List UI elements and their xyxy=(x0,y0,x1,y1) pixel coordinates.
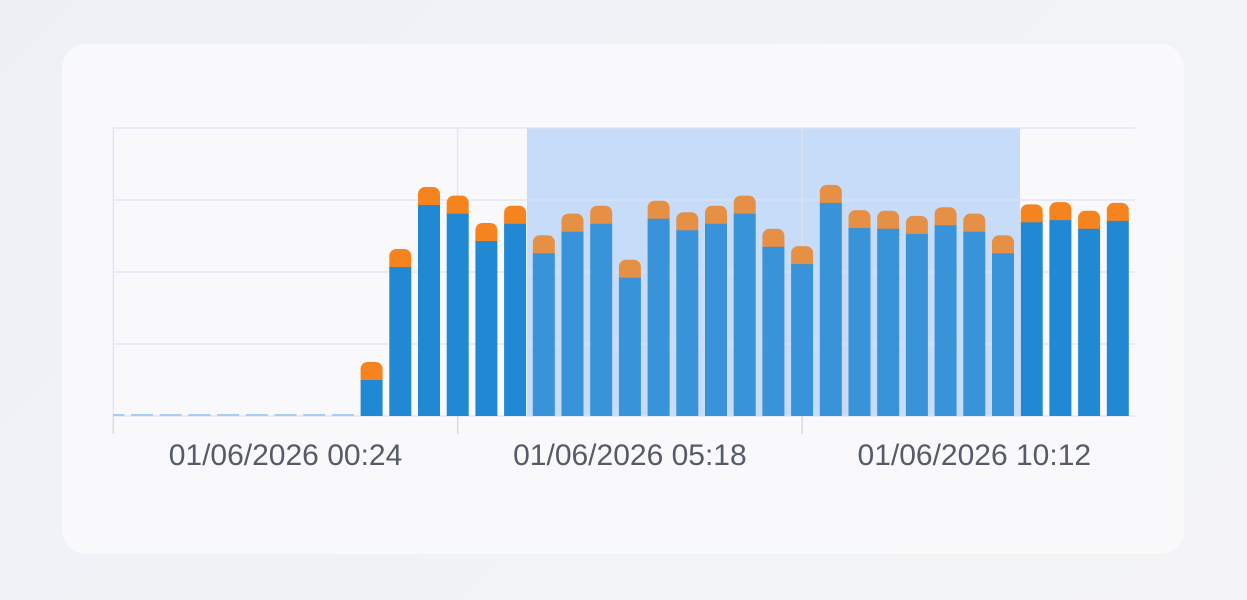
bar-segment xyxy=(618,277,641,416)
bar-segment xyxy=(331,414,354,416)
bar-segment xyxy=(1020,222,1043,416)
bar-segment xyxy=(1106,220,1129,416)
bar-segment xyxy=(217,414,240,416)
bar-segment xyxy=(848,228,871,416)
bar-segment xyxy=(532,253,555,416)
bar-segment xyxy=(963,231,986,416)
bar-segment xyxy=(877,228,900,416)
bar-segment xyxy=(360,380,383,416)
bar-segment xyxy=(992,253,1014,416)
bar-segment xyxy=(274,414,297,416)
bar-segment xyxy=(819,202,842,416)
bar-segment xyxy=(590,223,613,416)
bar-segment xyxy=(1049,220,1072,416)
bar-segment xyxy=(762,246,785,416)
bar-segment xyxy=(475,241,498,416)
bar-segment xyxy=(188,414,211,416)
x-tick-label: 01/06/2026 10:12 xyxy=(858,439,1092,472)
bar-segment xyxy=(446,213,469,416)
bar-segment xyxy=(676,230,699,416)
bar-segment xyxy=(303,414,326,416)
x-tick-label: 01/06/2026 00:24 xyxy=(169,439,403,472)
bar-segment xyxy=(1078,228,1101,416)
bar-segment xyxy=(733,213,756,416)
bar-segment xyxy=(791,264,814,416)
bar-segment xyxy=(905,233,928,416)
bar-segment xyxy=(705,223,727,416)
bar-segment xyxy=(389,266,412,416)
bar-segment xyxy=(418,205,440,416)
selection-tint xyxy=(527,128,1020,416)
bar-segment xyxy=(131,414,153,416)
bar-segment xyxy=(561,231,584,416)
bar-segment xyxy=(159,414,182,416)
bar-segment xyxy=(113,414,125,416)
bar-segment xyxy=(647,218,670,416)
bar-segment xyxy=(504,223,527,416)
bar-segment xyxy=(245,414,268,416)
bar-segment xyxy=(934,225,957,416)
x-tick-label: 01/06/2026 05:18 xyxy=(513,439,747,472)
